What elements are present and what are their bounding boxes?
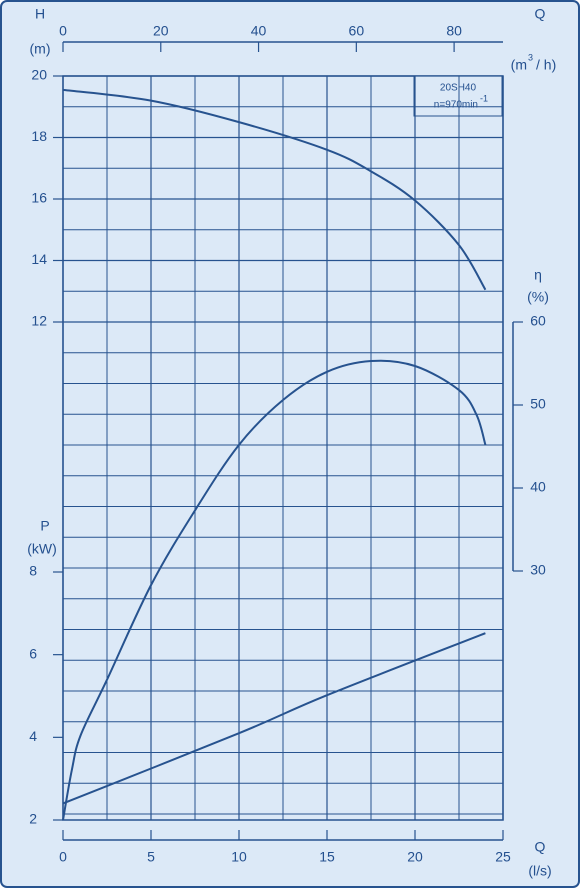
y3-tick-label: 4: [29, 728, 37, 744]
y-tick-label: 14: [31, 251, 47, 267]
y-tick-label: 16: [31, 190, 47, 206]
x2-tick-label: 60: [349, 23, 365, 39]
y2-tick-label: 30: [530, 562, 546, 578]
y2-tick-label: 60: [530, 313, 546, 329]
x-tick-label: 0: [59, 849, 67, 865]
x2-tick-label: 20: [153, 23, 169, 39]
y3-axis-label: P: [40, 518, 49, 534]
curve: [62, 359, 487, 821]
x2-tick-label: 40: [251, 23, 267, 39]
y-axis-label: H: [35, 6, 45, 22]
y3-tick-label: 2: [29, 811, 37, 827]
y2-axis-unit: (%): [527, 289, 549, 305]
model-speed-exp: -1: [480, 93, 488, 103]
curve: [62, 88, 487, 291]
x2-axis-label: Q: [535, 6, 546, 22]
model-speed: n=970min: [434, 100, 478, 111]
x-tick-label: 25: [495, 849, 511, 865]
x2-axis-unit: / h): [536, 57, 556, 73]
y-axis-unit: (m): [30, 41, 51, 57]
x-tick-label: 15: [319, 849, 335, 865]
x2-tick-label: 80: [446, 23, 462, 39]
y2-axis-label: η: [534, 267, 542, 283]
y-tick-label: 12: [31, 313, 47, 329]
x2-axis-unit: 3: [528, 52, 533, 62]
x-axis-label: Q: [535, 839, 546, 855]
curve: [62, 632, 486, 805]
x-tick-label: 5: [147, 849, 155, 865]
x2-tick-label: 0: [59, 23, 67, 39]
y2-tick-label: 40: [530, 479, 546, 495]
x-axis-unit: (l/s): [528, 863, 551, 879]
y3-axis-unit: (kW): [27, 541, 57, 557]
x-tick-label: 10: [231, 849, 247, 865]
x-tick-label: 20: [407, 849, 423, 865]
y2-tick-label: 50: [530, 396, 546, 412]
model-name: 20SH40: [440, 83, 477, 94]
y3-tick-label: 8: [29, 563, 37, 579]
x2-axis-unit: (m: [511, 57, 527, 73]
y-tick-label: 18: [31, 128, 47, 144]
y-tick-label: 20: [31, 67, 47, 83]
y3-tick-label: 6: [29, 645, 37, 661]
